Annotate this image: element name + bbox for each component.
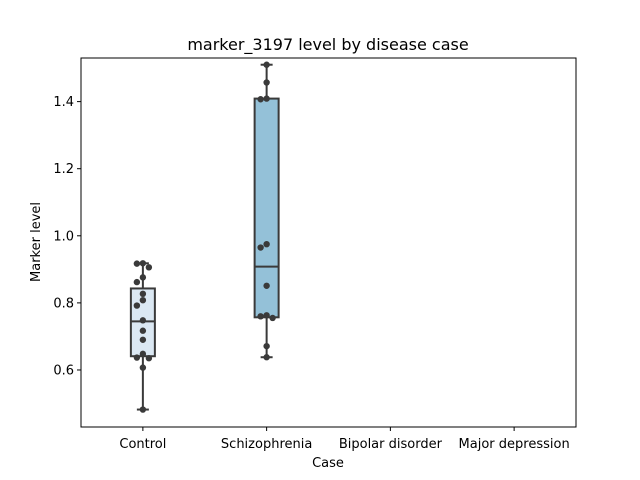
y-tick-label: 1.2 xyxy=(53,162,74,177)
data-point xyxy=(139,274,147,281)
data-point xyxy=(263,95,270,102)
x-tick-label: Bipolar disorder xyxy=(339,437,443,452)
data-point xyxy=(145,264,153,271)
data-point xyxy=(263,354,270,361)
y-tick-label: 0.6 xyxy=(53,363,74,378)
data-point xyxy=(139,260,147,267)
plot-area xyxy=(129,61,280,413)
data-point xyxy=(139,290,147,298)
data-point xyxy=(139,336,147,343)
data-point xyxy=(133,354,141,361)
data-point xyxy=(269,314,276,322)
x-axis-label: Case xyxy=(312,456,344,471)
data-point xyxy=(139,317,147,324)
x-tick-label: Major depression xyxy=(459,437,570,452)
y-tick-label: 1.0 xyxy=(53,229,74,244)
x-axis: Control Schizophrenia Bipolar disorder Majo… xyxy=(119,427,570,452)
y-axis: 0.6 0.8 1.0 1.2 1.4 xyxy=(53,95,81,378)
data-point xyxy=(139,364,147,371)
x-tick-label: Control xyxy=(119,437,166,452)
chart-title: marker_3197 level by disease case xyxy=(187,35,468,55)
y-tick-label: 0.8 xyxy=(53,296,74,311)
data-point xyxy=(263,240,270,248)
data-point xyxy=(133,278,141,286)
data-point xyxy=(263,312,270,319)
data-point xyxy=(139,327,147,334)
data-point xyxy=(139,296,147,304)
data-point xyxy=(133,260,141,267)
data-point xyxy=(139,350,147,358)
data-point xyxy=(263,79,270,86)
data-point xyxy=(263,342,270,350)
data-point xyxy=(139,406,147,413)
data-point xyxy=(263,61,270,68)
y-tick-label: 1.4 xyxy=(53,95,74,110)
data-point xyxy=(145,355,153,362)
axes-frame xyxy=(80,57,577,428)
data-point xyxy=(133,302,141,309)
data-point xyxy=(257,244,264,251)
y-axis-label: Marker level xyxy=(29,202,44,282)
data-point xyxy=(263,282,270,289)
data-point xyxy=(257,313,264,320)
data-point xyxy=(257,96,264,103)
x-tick-label: Schizophrenia xyxy=(221,437,312,452)
